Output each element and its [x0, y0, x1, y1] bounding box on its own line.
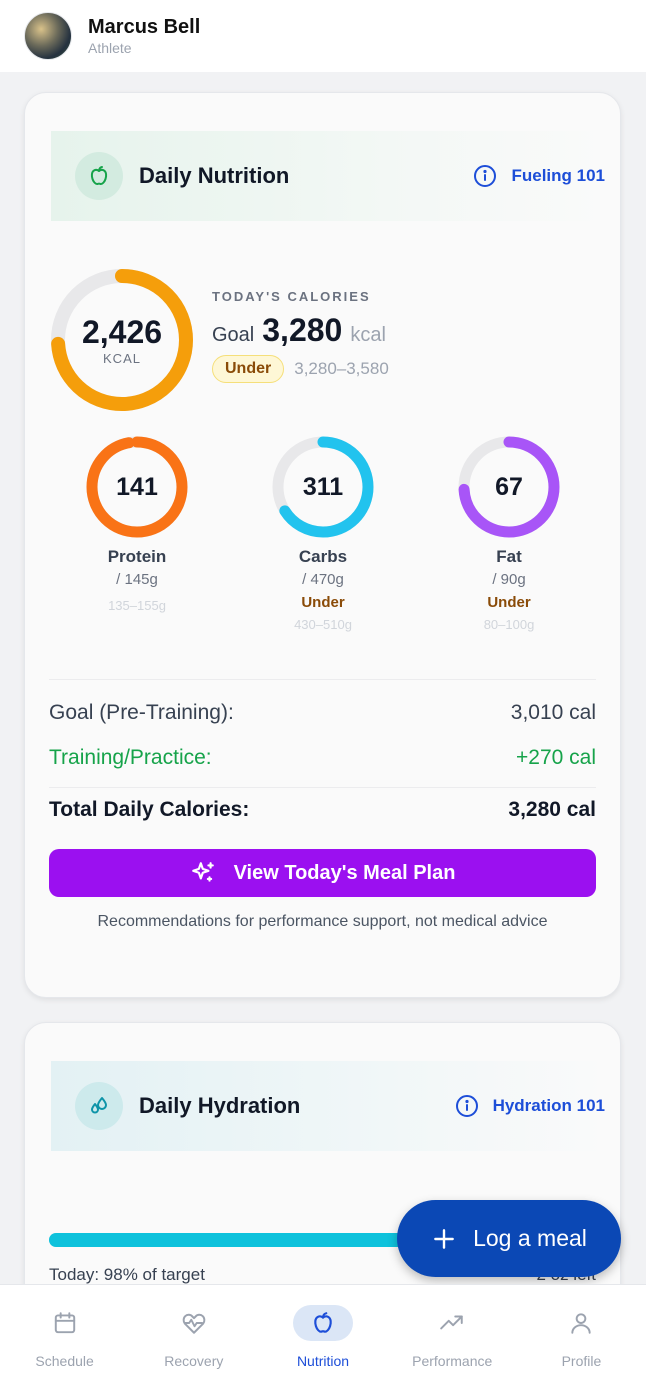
nav-item-profile[interactable]: Profile — [517, 1285, 646, 1400]
macro-fat: 67 Fat / 90g Under 80–100g — [439, 435, 579, 632]
nutrition-card: Daily Nutrition Fueling 101 2,426 KCAL T… — [24, 92, 621, 998]
hydration-101-label: Hydration 101 — [492, 1096, 605, 1115]
nav-item-nutrition[interactable]: Nutrition — [258, 1285, 387, 1400]
protein-label: Protein — [107, 547, 167, 566]
hydration-title: Daily Hydration — [139, 1093, 301, 1118]
carbs-value: 311 — [302, 472, 344, 501]
apple-icon — [293, 1305, 353, 1341]
log-meal-button[interactable]: Log a meal — [397, 1200, 621, 1277]
nav-label-profile: Profile — [561, 1353, 602, 1369]
calorie-status-row: Under 3,280–3,580 — [212, 355, 389, 383]
training-value: +270 cal — [516, 746, 596, 769]
fat-status: Under — [487, 594, 531, 611]
nav-label-nutrition: Nutrition — [296, 1353, 350, 1369]
avatar[interactable] — [24, 12, 72, 60]
calories-value: 2,426 — [81, 313, 163, 350]
total-calories-row: Total Daily Calories: 3,280 cal — [49, 798, 596, 822]
log-meal-label: Log a meal — [473, 1225, 587, 1251]
todays-calories-label: TODAY'S CALORIES — [212, 289, 371, 304]
total-calories-value: 3,280 cal — [508, 798, 596, 821]
droplets-icon — [75, 1082, 123, 1130]
protein-value: 141 — [116, 472, 158, 501]
plus-icon — [434, 1228, 454, 1249]
protein-ring: 141 — [85, 435, 189, 539]
disclaimer: Recommendations for performance support,… — [97, 913, 548, 930]
calorie-goal-row: Goal 3,280 kcal — [212, 312, 389, 349]
carbs-label: Carbs — [298, 547, 348, 566]
heart-pulse-icon — [164, 1305, 224, 1341]
fat-range: 80–100g — [483, 617, 535, 632]
goal-pre-training-value: 3,010 cal — [510, 701, 596, 724]
training-label: Training/Practice: — [49, 746, 212, 769]
carbs-status: Under — [301, 594, 345, 611]
apple-icon — [75, 152, 123, 200]
training-row: Training/Practice: +270 cal — [49, 746, 596, 770]
user-info: Marcus Bell Athlete — [88, 15, 200, 57]
nav-item-performance[interactable]: Performance — [388, 1285, 517, 1400]
user-role: Athlete — [88, 40, 132, 56]
bottom-nav: Schedule Recovery Nutrition Performance — [0, 1284, 646, 1400]
goal-pre-training-label: Goal (Pre-Training): — [49, 701, 234, 724]
info-icon — [455, 1095, 478, 1117]
view-meal-plan-button[interactable]: View Today's Meal Plan — [49, 849, 596, 897]
divider — [49, 787, 596, 788]
fat-goal: / 90g — [492, 571, 526, 588]
carbs-goal: / 470g — [302, 571, 344, 588]
fueling-101-link[interactable]: Fueling 101 — [473, 131, 605, 221]
macro-protein: 141 Protein / 145g 135–155g — [67, 435, 207, 613]
goal-unit: kcal — [350, 324, 386, 346]
nav-label-performance: Performance — [412, 1353, 493, 1369]
calories-ring-text: 2,426 KCAL — [49, 267, 195, 413]
goal-word: Goal — [212, 324, 255, 346]
fat-value: 67 — [495, 472, 523, 501]
goal-value: 3,280 — [262, 312, 343, 348]
nav-item-schedule[interactable]: Schedule — [0, 1285, 129, 1400]
trending-up-icon — [422, 1305, 482, 1341]
goal-pre-training-row: Goal (Pre-Training): 3,010 cal — [49, 701, 596, 725]
hydration-today-text: Today: 98% of target — [49, 1265, 205, 1284]
calories-ring — [51, 269, 193, 411]
nav-label-recovery: Recovery — [164, 1353, 224, 1369]
calendar-icon — [35, 1305, 95, 1341]
protein-goal: / 145g — [116, 571, 158, 588]
status-badge: Under — [212, 355, 285, 383]
view-meal-plan-label: View Today's Meal Plan — [233, 861, 456, 884]
user-icon — [551, 1305, 611, 1341]
info-icon — [474, 165, 497, 187]
divider — [49, 679, 596, 680]
fat-label: Fat — [496, 547, 522, 566]
sparkles-icon — [191, 862, 214, 882]
nutrition-title: Daily Nutrition — [139, 163, 290, 188]
user-name: Marcus Bell — [88, 16, 201, 38]
nutrition-card-header: Daily Nutrition Fueling 101 — [51, 131, 611, 221]
carbs-range: 430–510g — [294, 617, 352, 632]
carbs-ring: 311 — [271, 435, 375, 539]
calorie-range: 3,280–3,580 — [294, 359, 389, 378]
hydration-101-link[interactable]: Hydration 101 — [455, 1061, 605, 1151]
fueling-101-label: Fueling 101 — [511, 166, 605, 185]
hydration-card-header: Daily Hydration Hydration 101 — [51, 1061, 611, 1151]
total-calories-label: Total Daily Calories: — [49, 798, 250, 821]
app-header: Marcus Bell Athlete — [0, 0, 646, 72]
macro-carbs: 311 Carbs / 470g Under 430–510g — [253, 435, 393, 632]
nav-label-schedule: Schedule — [35, 1353, 94, 1369]
calories-unit: KCAL — [103, 350, 141, 366]
calories-info: TODAY'S CALORIES Goal 3,280 kcal Under 3… — [212, 289, 389, 383]
protein-range: 135–155g — [108, 598, 166, 613]
nav-item-recovery[interactable]: Recovery — [129, 1285, 258, 1400]
fat-ring: 67 — [457, 435, 561, 539]
